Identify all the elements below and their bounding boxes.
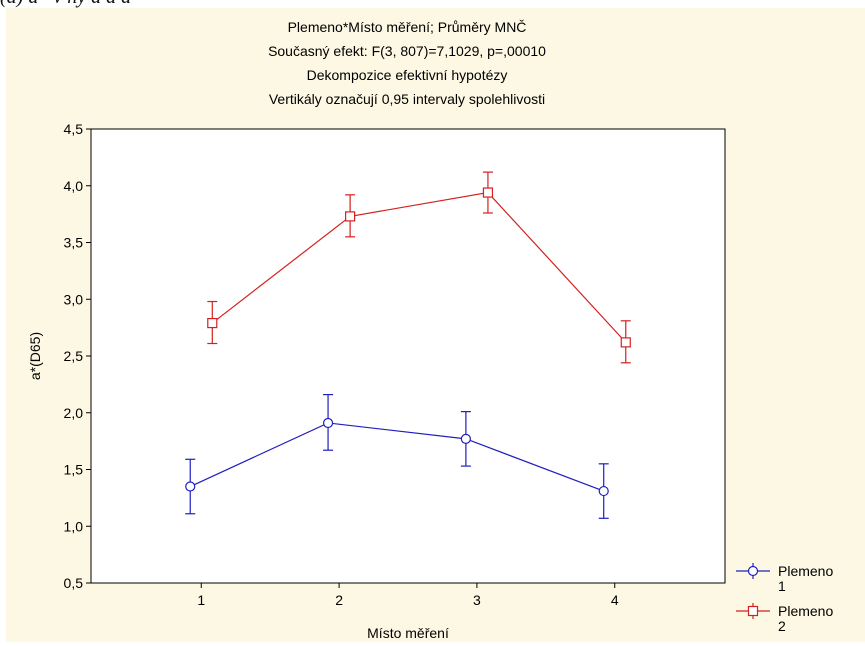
legend-label-number-2: 2 — [778, 618, 786, 634]
x-tick-label-0: 1 — [197, 592, 205, 608]
top-caption-fragment: (a) a* v hy a a a — [0, 0, 865, 8]
legend-label-2: Plemeno — [778, 603, 833, 619]
y-axis: 0,5 1,0 1,5 2,0 2,5 3,0 3,5 4,0 4,5 — [64, 121, 91, 591]
y-axis-label: a*(D65) — [27, 332, 43, 380]
series-1 — [185, 393, 609, 519]
series-2-point-2 — [345, 211, 356, 222]
chart-figure: Plemeno*Místo měření; Průměry MNČ Součas… — [6, 8, 865, 642]
series-1-line — [189, 422, 604, 492]
series-1-point-1 — [185, 481, 196, 492]
y-tick-label-1: 1,0 — [64, 518, 84, 534]
y-tick-label-4: 2,5 — [64, 348, 84, 364]
x-tick-label-2: 3 — [473, 592, 481, 608]
legend-marker-1 — [747, 565, 759, 577]
legend-marker-2 — [747, 605, 759, 617]
legend-label-1: Plemeno — [778, 563, 833, 579]
plot-area — [90, 128, 726, 584]
series-2-point-4 — [620, 337, 631, 348]
series-group — [185, 171, 631, 519]
y-tick-label-6: 3,5 — [64, 235, 84, 251]
series-2-point-3 — [482, 187, 494, 198]
y-tick-label-2: 1,5 — [64, 462, 84, 478]
chart-title-line-2: Současný efekt: F(3, 807)=7,1029, p=,000… — [268, 43, 546, 59]
x-tick-label-3: 4 — [611, 592, 619, 608]
chart-title-line-3: Dekompozice efektivní hypotézy — [307, 67, 508, 83]
y-tick-label-7: 4,0 — [64, 178, 84, 194]
y-tick-label-5: 3,0 — [64, 291, 84, 307]
chart-svg: Plemeno*Místo měření; Průměry MNČ Součas… — [27, 19, 833, 641]
series-2-line — [211, 191, 627, 343]
series-1-point-2 — [322, 417, 334, 429]
y-tick-label-8: 4,5 — [64, 121, 84, 137]
series-1-point-4 — [598, 485, 609, 497]
x-tick-label-1: 2 — [335, 592, 343, 608]
legend-label-number-1: 1 — [778, 578, 786, 594]
y-tick-label-0: 0,5 — [64, 575, 84, 591]
series-2-point-1 — [207, 317, 218, 329]
chart-title: Plemeno*Místo měření; Průměry MNČ Součas… — [268, 19, 546, 107]
chart-title-line-4: Vertikály označují 0,95 intervaly spoleh… — [269, 91, 545, 107]
x-axis-label: Místo měření — [367, 625, 449, 641]
y-tick-label-3: 2,0 — [64, 405, 84, 421]
series-2 — [207, 171, 631, 364]
series-1-point-3 — [460, 433, 471, 444]
chart-title-line-1: Plemeno*Místo měření; Průměry MNČ — [288, 19, 527, 35]
x-axis: 1 2 3 4 — [197, 583, 619, 608]
